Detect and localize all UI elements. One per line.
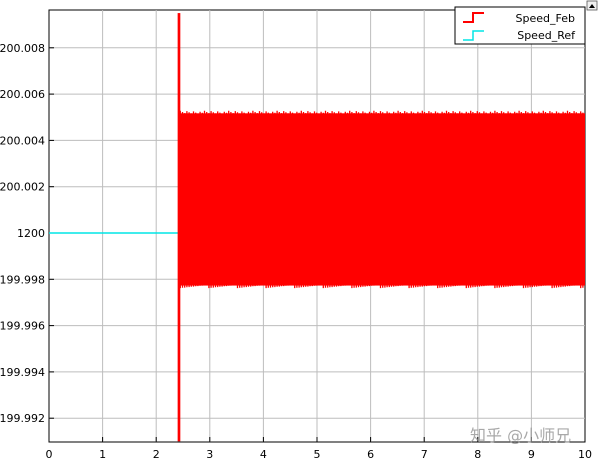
legend-toggle-button[interactable]	[586, 0, 598, 11]
y-tick-label: 1200.004	[0, 134, 45, 147]
tick-labels: 0 1 2 3 4 5 6 7 8 9 10 1199.992 1199.994 1199.996 1199…	[0, 42, 592, 461]
x-tick-label: 7	[421, 448, 428, 461]
y-tick-label: 1200.008	[0, 42, 45, 55]
speed-feb-legend-icon	[463, 12, 484, 23]
watermark: 知乎 @小师兄	[470, 426, 571, 445]
x-tick-label: 3	[206, 448, 213, 461]
y-tick-label: 1199.994	[0, 366, 45, 379]
y-tick-label: 1200.006	[0, 88, 45, 101]
series-layer	[49, 13, 585, 442]
y-tick-label: 1199.992	[0, 412, 45, 425]
x-tick-label: 9	[528, 448, 535, 461]
x-tick-label: 2	[153, 448, 160, 461]
x-tick-label: 8	[474, 448, 481, 461]
speed-ref-legend-icon	[463, 30, 484, 41]
x-tick-label: 10	[578, 448, 592, 461]
y-tick-label: 1199.998	[0, 273, 45, 286]
arrow-up-icon	[589, 4, 595, 8]
legend-label-speed-ref: Speed_Ref	[517, 29, 576, 42]
y-tick-label: 1200	[17, 227, 45, 240]
y-tick-label: 1200.002	[0, 181, 45, 194]
x-tick-label: 6	[367, 448, 374, 461]
x-tick-label: 5	[314, 448, 321, 461]
x-tick-label: 1	[99, 448, 106, 461]
speed-feb-transient	[177, 13, 181, 442]
legend-label-speed-feb: Speed_Feb	[516, 12, 575, 25]
x-tick-label: 4	[260, 448, 267, 461]
legend[interactable]: Speed_Feb Speed_Ref	[454, 6, 586, 45]
x-tick-label: 0	[46, 448, 53, 461]
y-tick-label: 1199.996	[0, 320, 45, 333]
speed-feb-oscillation	[179, 110, 584, 289]
